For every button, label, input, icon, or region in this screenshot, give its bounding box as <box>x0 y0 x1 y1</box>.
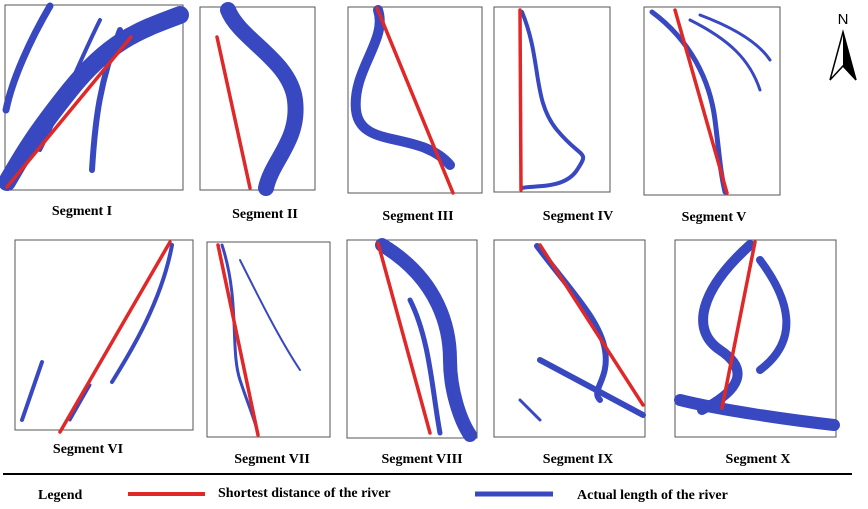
segment-label: Segment VII <box>234 452 310 467</box>
panel: Segment VII <box>207 242 330 467</box>
legend-label: Actual length of the river <box>577 488 728 503</box>
panel: Segment X <box>675 240 836 467</box>
panel-frame <box>494 240 645 437</box>
legend-title: Legend <box>38 488 83 503</box>
panel: Segment VIII <box>347 240 477 467</box>
panel: Segment V <box>644 7 780 225</box>
segment-label: Segment IX <box>543 452 613 467</box>
legend-label: Shortest distance of the river <box>218 486 391 501</box>
panel-frame <box>207 242 330 437</box>
shortest-line <box>520 10 521 190</box>
segment-label: Segment IV <box>543 209 613 224</box>
segment-label: Segment V <box>682 210 747 225</box>
figure: Segment I Segment II Segment III Segment… <box>0 0 868 509</box>
segment-label: Segment II <box>232 207 298 222</box>
segment-label: Segment I <box>52 204 112 219</box>
segment-label: Segment III <box>382 209 453 224</box>
panel: Segment IX <box>494 240 645 467</box>
north-arrow: N <box>830 11 856 80</box>
panel: Segment IV <box>494 7 613 224</box>
panel: Segment III <box>348 7 482 224</box>
panel: Segment VI <box>15 240 193 457</box>
segment-label: Segment VIII <box>381 452 462 467</box>
panel: Segment II <box>200 7 315 222</box>
panel-frame <box>494 7 610 192</box>
panel: Segment I <box>5 5 183 219</box>
north-label: N <box>838 11 849 28</box>
segment-label: Segment X <box>726 452 791 467</box>
segment-label: Segment VI <box>53 442 123 457</box>
